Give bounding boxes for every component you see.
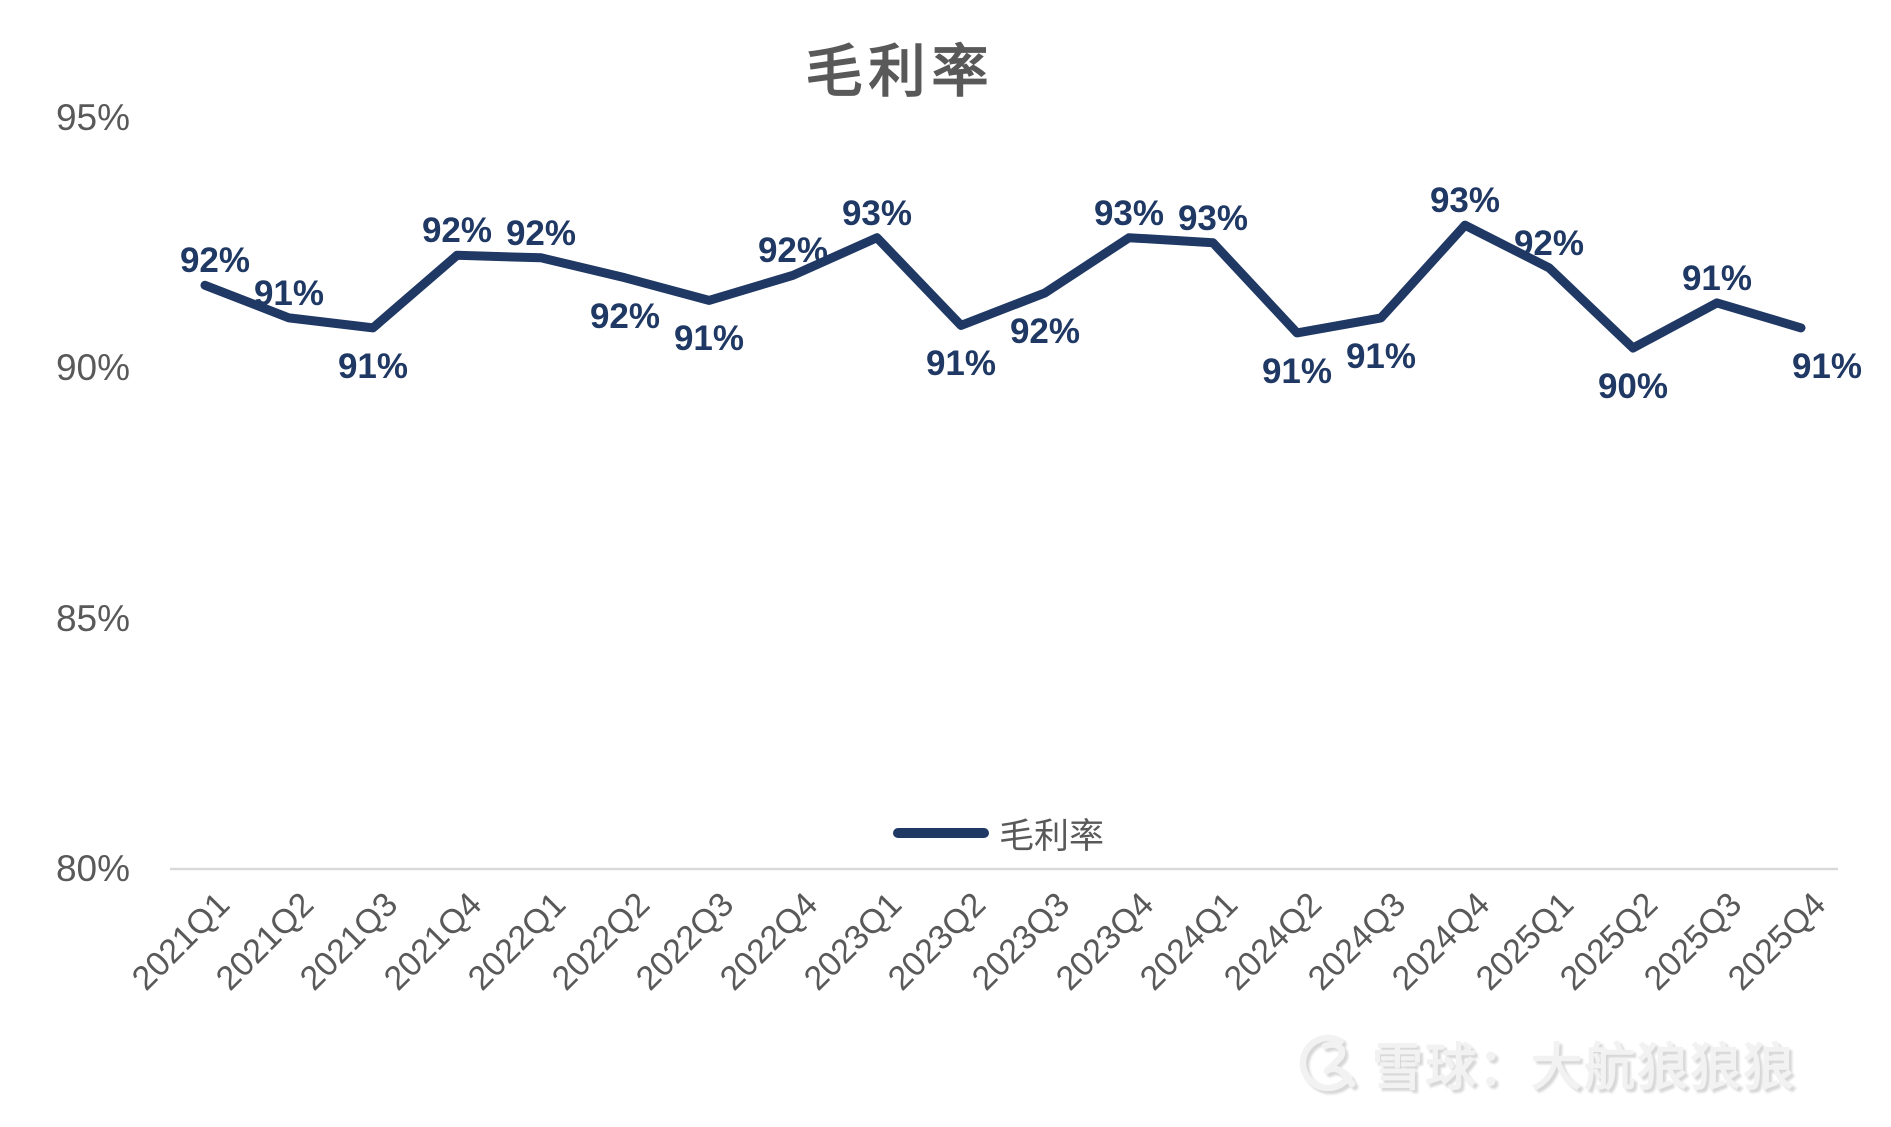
watermark: 雪球：大航狼狼狼 xyxy=(1298,1028,1796,1098)
watermark-text: 雪球：大航狼狼狼 xyxy=(1372,1039,1797,1096)
data-label: 91% xyxy=(338,347,408,386)
data-label: 91% xyxy=(926,344,996,383)
chart-title: 毛利率 xyxy=(805,40,995,104)
data-label: 93% xyxy=(1178,199,1248,238)
data-label: 91% xyxy=(1682,259,1752,298)
data-label: 91% xyxy=(1262,352,1332,391)
data-label: 93% xyxy=(842,194,912,233)
data-label: 91% xyxy=(1792,347,1862,386)
xueqiu-logo-icon xyxy=(1299,1034,1356,1092)
data-label: 92% xyxy=(506,214,576,253)
data-label: 92% xyxy=(180,241,250,280)
legend-line-swatch xyxy=(893,828,989,838)
data-label: 92% xyxy=(758,231,828,270)
data-label: 92% xyxy=(1010,312,1080,351)
data-label: 91% xyxy=(254,274,324,313)
y-axis-label: 90% xyxy=(55,347,130,388)
data-label: 91% xyxy=(674,319,744,358)
y-axis-label: 85% xyxy=(55,598,130,639)
data-label: 93% xyxy=(1430,181,1500,220)
data-label: 92% xyxy=(422,211,492,250)
data-label: 90% xyxy=(1598,367,1668,406)
y-axis-label: 80% xyxy=(55,848,130,889)
legend-series-label: 毛利率 xyxy=(999,816,1105,856)
series-line xyxy=(200,220,1806,353)
legend: 毛利率 xyxy=(893,814,1104,856)
y-axis-label: 95% xyxy=(55,97,130,138)
data-label: 93% xyxy=(1094,194,1164,233)
data-label: 91% xyxy=(1346,337,1416,376)
data-label: 92% xyxy=(1514,224,1584,263)
data-label: 92% xyxy=(590,297,660,336)
